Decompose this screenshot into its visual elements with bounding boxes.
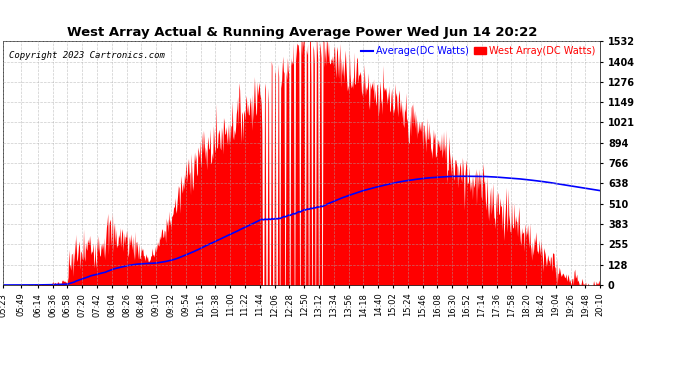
- Text: Copyright 2023 Cartronics.com: Copyright 2023 Cartronics.com: [10, 51, 166, 60]
- Legend: Average(DC Watts), West Array(DC Watts): Average(DC Watts), West Array(DC Watts): [361, 46, 595, 56]
- Title: West Array Actual & Running Average Power Wed Jun 14 20:22: West Array Actual & Running Average Powe…: [67, 26, 537, 39]
